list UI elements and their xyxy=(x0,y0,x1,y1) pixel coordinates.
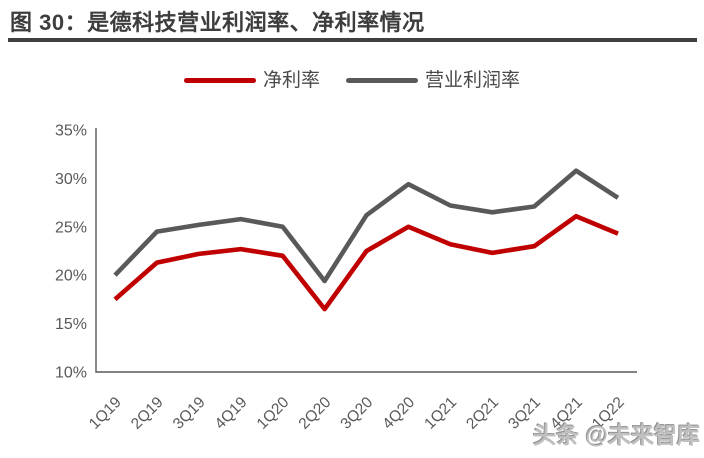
x-axis-label: 2Q19 xyxy=(128,394,167,433)
margin-line-chart: 10%15%20%25%30%35%1Q19 2Q19 3Q19 4Q19 1Q20 2Q… xyxy=(55,123,637,433)
y-axis-label: 15% xyxy=(55,316,87,333)
y-axis-label: 35% xyxy=(55,123,87,140)
watermark: 头条 @未来智库 xyxy=(533,422,700,448)
x-axis-label: 1Q20 xyxy=(254,394,293,433)
y-axis-label: 20% xyxy=(55,268,87,285)
y-axis-label: 30% xyxy=(55,171,87,188)
net-margin-legend-label: 净利率 xyxy=(262,69,320,91)
figure-title: 图 30：是德科技营业利润率、净利率情况 xyxy=(10,10,425,35)
x-axis-label: 4Q20 xyxy=(379,394,418,433)
net-margin-line xyxy=(113,213,619,312)
x-axis-label: 1Q21 xyxy=(421,394,460,433)
operating-margin-legend-swatch xyxy=(346,77,418,83)
title-underline-rule xyxy=(8,38,697,42)
x-axis-label: 3Q19 xyxy=(170,394,209,433)
operating-margin-line xyxy=(113,168,620,284)
x-axis-label: 2Q20 xyxy=(296,394,335,433)
x-axis-label: 4Q19 xyxy=(212,394,251,433)
net-margin-legend-swatch xyxy=(183,77,256,83)
chart-legend: 净利率 营业利润率 xyxy=(0,66,704,94)
operating-margin-legend-label: 营业利润率 xyxy=(425,69,521,91)
y-axis-label: 10% xyxy=(55,365,87,382)
legend-item-net-margin: 净利率 xyxy=(183,69,320,91)
legend-item-operating-margin: 营业利润率 xyxy=(346,71,520,90)
x-axis-label: 3Q20 xyxy=(337,394,376,433)
x-axis-label: 1Q19 xyxy=(86,394,125,433)
y-axis-label: 25% xyxy=(55,219,87,236)
x-axis-label: 2Q21 xyxy=(463,394,502,433)
